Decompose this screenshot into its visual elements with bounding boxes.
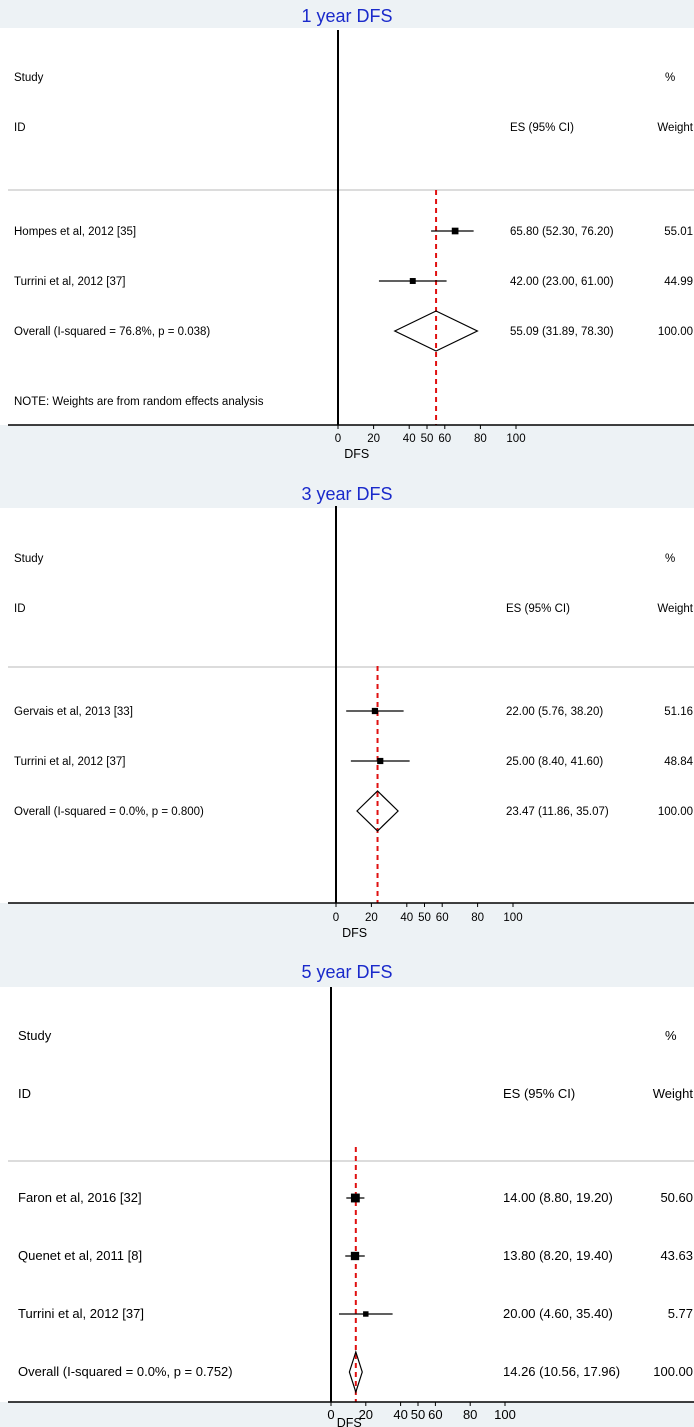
- x-tick-label: 100: [494, 1407, 516, 1422]
- column-header-weight: Weight: [653, 1086, 694, 1101]
- overall-diamond: [348, 1350, 363, 1394]
- weights-note: NOTE: Weights are from random effects an…: [14, 396, 264, 408]
- study-label: Turrini et al, 2012 [37]: [14, 756, 125, 768]
- overall-weight: 100.00: [658, 806, 693, 818]
- x-tick-label: 80: [471, 912, 484, 924]
- x-tick-label: 80: [463, 1407, 477, 1422]
- column-header-percent: %: [665, 72, 675, 84]
- x-tick-label: 60: [436, 912, 449, 924]
- study-weight: 55.01: [664, 226, 693, 238]
- x-tick-label: 50: [421, 433, 434, 445]
- x-tick-label: 60: [428, 1407, 442, 1422]
- x-tick-label: 50: [418, 912, 431, 924]
- overall-es-ci: 23.47 (11.86, 35.07): [506, 806, 609, 818]
- study-label: Hompes et al, 2012 [35]: [14, 226, 136, 238]
- x-axis-label: DFS: [344, 447, 369, 461]
- study-label: Turrini et al, 2012 [37]: [14, 276, 125, 288]
- axis-band: [0, 425, 694, 478]
- study-weight: 50.60: [660, 1190, 693, 1205]
- column-header-id: ID: [14, 122, 26, 134]
- study-point-estimate: [371, 707, 379, 715]
- overall-es-ci: 55.09 (31.89, 78.30): [510, 326, 614, 338]
- study-weight: 51.16: [664, 706, 693, 718]
- study-label: Turrini et al, 2012 [37]: [18, 1306, 144, 1321]
- overall-label: Overall (I-squared = 76.8%, p = 0.038): [14, 326, 210, 338]
- study-label: Gervais et al, 2013 [33]: [14, 706, 133, 718]
- x-tick-label: 40: [400, 912, 413, 924]
- column-header-study: Study: [14, 553, 44, 565]
- x-tick-label: 0: [327, 1407, 334, 1422]
- study-es-ci: 42.00 (23.00, 61.00): [510, 276, 614, 288]
- title-band: [0, 0, 694, 28]
- overall-diamond: [393, 310, 479, 352]
- study-point-estimate: [363, 1311, 369, 1317]
- x-tick-label: 100: [506, 433, 525, 445]
- x-tick-label: 20: [365, 912, 378, 924]
- study-es-ci: 25.00 (8.40, 41.60): [506, 756, 603, 768]
- x-tick-label: 50: [411, 1407, 425, 1422]
- study-point-estimate: [350, 1193, 360, 1203]
- study-point-estimate: [451, 227, 459, 235]
- column-header-weight: Weight: [657, 603, 693, 615]
- x-tick-label: 0: [335, 433, 341, 445]
- forest-panel-1: 1 year DFS Study ID ES (95% CI)% Weight Hompe…: [0, 0, 694, 478]
- x-tick-label: 20: [359, 1407, 373, 1422]
- column-header-id: ID: [18, 1086, 31, 1101]
- study-weight: 48.84: [664, 756, 693, 768]
- column-header-es: ES (95% CI): [503, 1086, 575, 1101]
- forest-panel-3: 5 year DFS Study ID ES (95% CI)% Weight Faron…: [0, 955, 694, 1427]
- study-weight: 43.63: [660, 1248, 693, 1263]
- overall-label: Overall (I-squared = 0.0%, p = 0.800): [14, 806, 204, 818]
- x-axis-label: DFS: [337, 1416, 362, 1427]
- overall-weight: 100.00: [658, 326, 693, 338]
- column-header-weight: Weight: [657, 122, 693, 134]
- axis-band: [0, 903, 694, 955]
- study-es-ci: 65.80 (52.30, 76.20): [510, 226, 614, 238]
- panel-title: 1 year DFS: [301, 6, 392, 26]
- plot-area: [0, 28, 694, 425]
- axis-band: [0, 1402, 694, 1427]
- overall-diamond: [356, 790, 399, 832]
- study-es-ci: 20.00 (4.60, 35.40): [503, 1306, 613, 1321]
- study-es-ci: 22.00 (5.76, 38.20): [506, 706, 603, 718]
- x-axis-label: DFS: [342, 926, 367, 940]
- column-header-id: ID: [14, 603, 26, 615]
- x-tick-label: 100: [503, 912, 522, 924]
- column-header-es: ES (95% CI): [506, 603, 570, 615]
- study-point-estimate: [377, 757, 384, 765]
- forest-panel-2: 3 year DFS Study ID ES (95% CI)% Weight Gerva…: [0, 478, 694, 955]
- overall-label: Overall (I-squared = 0.0%, p = 0.752): [18, 1364, 233, 1379]
- x-tick-label: 60: [438, 433, 451, 445]
- study-label: Quenet et al, 2011 [8]: [18, 1248, 142, 1263]
- study-weight: 44.99: [664, 276, 693, 288]
- panel-title: 3 year DFS: [301, 484, 392, 504]
- x-tick-label: 0: [333, 912, 339, 924]
- column-header-percent: %: [665, 1028, 677, 1043]
- study-label: Faron et al, 2016 [32]: [18, 1190, 142, 1205]
- overall-weight: 100.00: [653, 1364, 693, 1379]
- plot-area: [0, 508, 694, 903]
- column-header-study: Study: [14, 72, 44, 84]
- title-band: [0, 955, 694, 987]
- column-header-percent: %: [665, 553, 675, 565]
- x-tick-label: 40: [403, 433, 416, 445]
- plot-area: [0, 987, 694, 1402]
- study-point-estimate: [409, 278, 416, 284]
- study-es-ci: 13.80 (8.20, 19.40): [503, 1248, 613, 1263]
- x-tick-label: 80: [474, 433, 487, 445]
- title-band: [0, 478, 694, 508]
- x-tick-label: 40: [393, 1407, 407, 1422]
- study-weight: 5.77: [668, 1306, 693, 1321]
- x-tick-label: 20: [367, 433, 380, 445]
- study-es-ci: 14.00 (8.80, 19.20): [503, 1190, 613, 1205]
- study-point-estimate: [350, 1251, 360, 1261]
- column-header-study: Study: [18, 1028, 52, 1043]
- column-header-es: ES (95% CI): [510, 122, 574, 134]
- overall-es-ci: 14.26 (10.56, 17.96): [503, 1364, 620, 1379]
- panel-title: 5 year DFS: [301, 962, 392, 982]
